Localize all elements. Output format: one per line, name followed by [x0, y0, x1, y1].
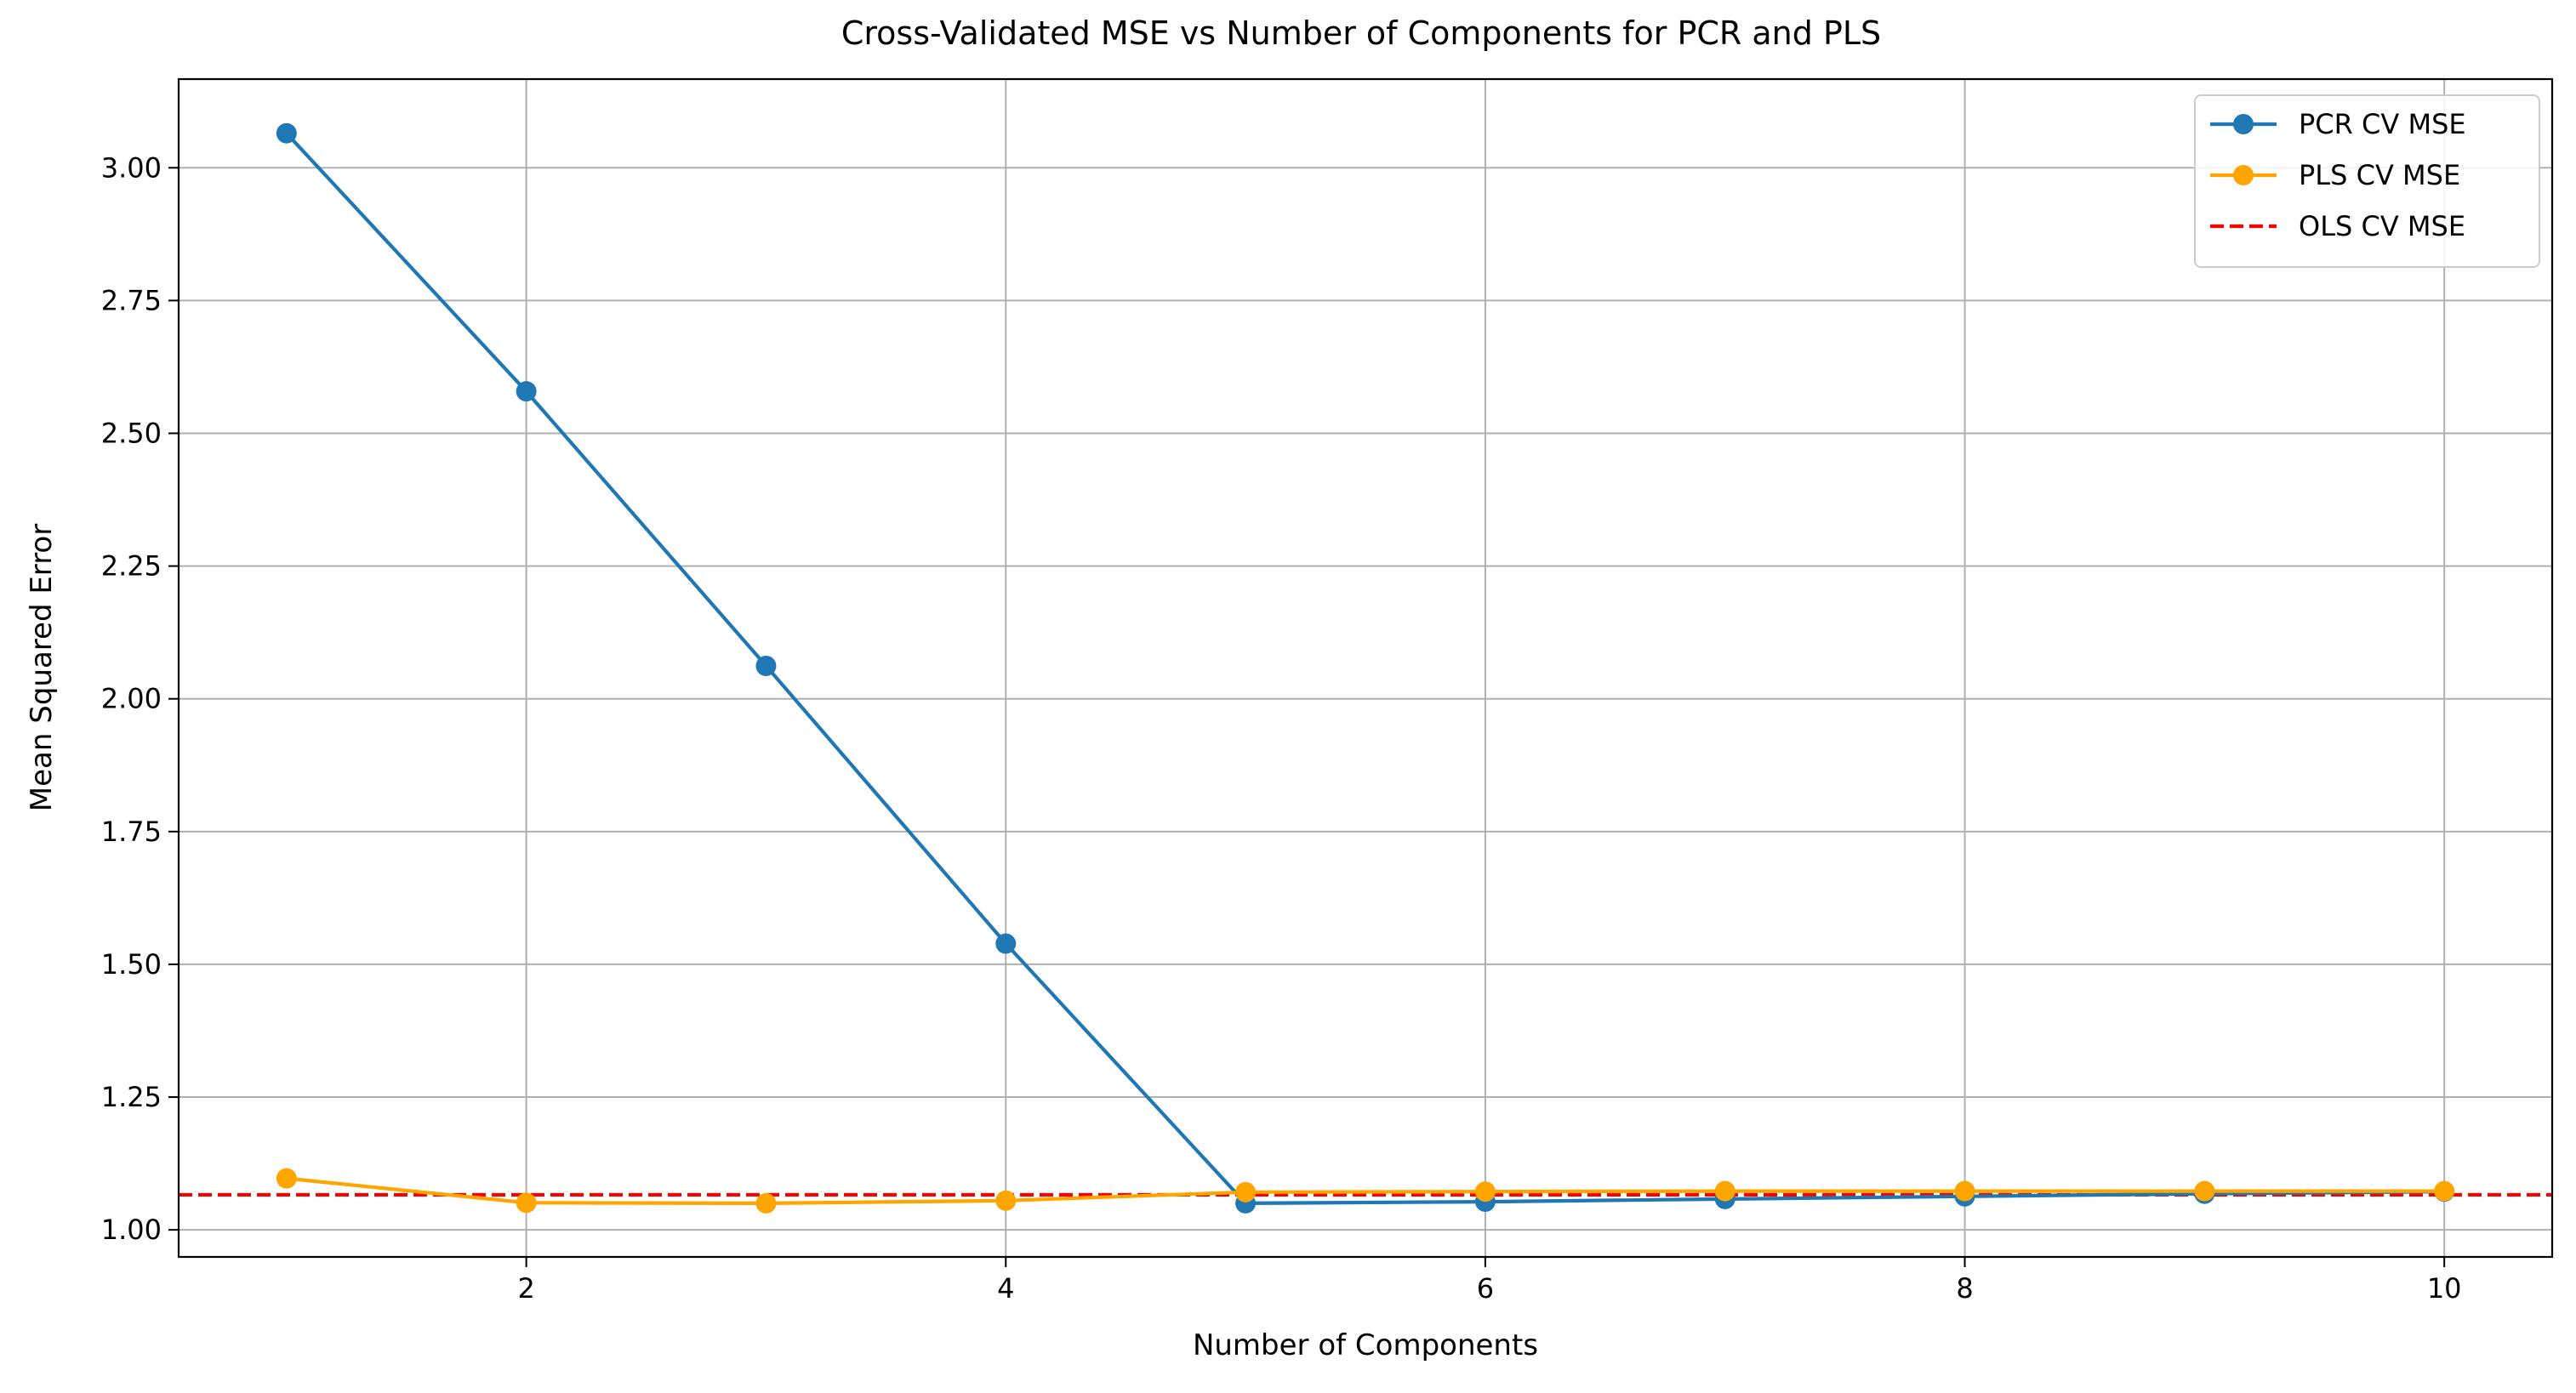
- pcr-cv-mse-point: [995, 933, 1017, 954]
- pls-cv-mse-point: [1954, 1180, 1975, 1202]
- y-tick-label: 1.00: [101, 1214, 162, 1246]
- legend-label: PLS CV MSE: [2299, 159, 2460, 191]
- pls-cv-mse-point: [516, 1192, 537, 1214]
- pls-cv-mse-series: [276, 1168, 2455, 1214]
- legend-item-pcr-cv-mse: PCR CV MSE: [2210, 108, 2466, 140]
- y-tick-label: 1.50: [101, 948, 162, 981]
- y-tick-label: 2.75: [101, 284, 162, 316]
- x-tick-label: 4: [997, 1272, 1014, 1305]
- y-tick-label: 1.75: [101, 816, 162, 848]
- x-axis-label: Number of Components: [1193, 1328, 1538, 1362]
- pls-cv-mse-line: [284, 1176, 2447, 1206]
- pls-cv-mse-point: [1714, 1180, 1735, 1202]
- pcr-cv-mse-series: [276, 122, 2455, 1214]
- pls-cv-mse-point: [1235, 1181, 1257, 1203]
- pcr-cv-mse-point: [516, 381, 537, 402]
- pls-cv-mse-point: [1474, 1181, 1496, 1203]
- pls-cv-mse-point: [2194, 1180, 2215, 1202]
- tick-layer: 2 4 6 8 10 1.00 1.25 1.50 1.75 2.00 2.25 2.50 2.75 3.…: [101, 151, 2462, 1305]
- legend-label: PCR CV MSE: [2299, 108, 2466, 140]
- pls-cv-mse-point: [755, 1192, 777, 1214]
- legend-item-pls-cv-mse: PLS CV MSE: [2210, 159, 2460, 191]
- grid-layer: [179, 79, 2552, 1257]
- legend: PCR CV MSE PLS CV MSE OLS CV MSE: [2194, 94, 2540, 268]
- pls-cv-mse-point: [276, 1168, 297, 1189]
- x-tick-label: 8: [1956, 1272, 1973, 1305]
- x-tick-label: 6: [1477, 1272, 1494, 1305]
- legend-swatch-marker: [2233, 114, 2254, 134]
- legend-swatch-marker: [2233, 165, 2254, 185]
- pls-cv-mse-point: [995, 1190, 1017, 1211]
- y-tick-label: 2.25: [101, 550, 162, 583]
- pcr-cv-mse-point: [276, 122, 297, 144]
- pcr-cv-mse-line: [284, 131, 2447, 1206]
- y-tick-label: 1.25: [101, 1081, 162, 1113]
- legend-item-ols-cv-mse: OLS CV MSE: [2210, 210, 2465, 242]
- pcr-cv-mse-point: [755, 656, 777, 677]
- y-tick-label: 2.00: [101, 683, 162, 715]
- x-tick-label: 10: [2427, 1272, 2462, 1305]
- y-axis-label: Mean Squared Error: [25, 524, 59, 811]
- legend-label: OLS CV MSE: [2299, 210, 2465, 242]
- axes-frame: [177, 77, 2554, 1259]
- y-tick-label: 3.00: [101, 151, 162, 184]
- chart-title: Cross-Validated MSE vs Number of Compone…: [841, 14, 1881, 52]
- pls-cv-mse-point: [2434, 1180, 2455, 1202]
- series-layer: [276, 122, 2455, 1214]
- legend-frame: [2194, 94, 2540, 268]
- y-tick-label: 2.50: [101, 417, 162, 449]
- x-tick-label: 2: [517, 1272, 534, 1305]
